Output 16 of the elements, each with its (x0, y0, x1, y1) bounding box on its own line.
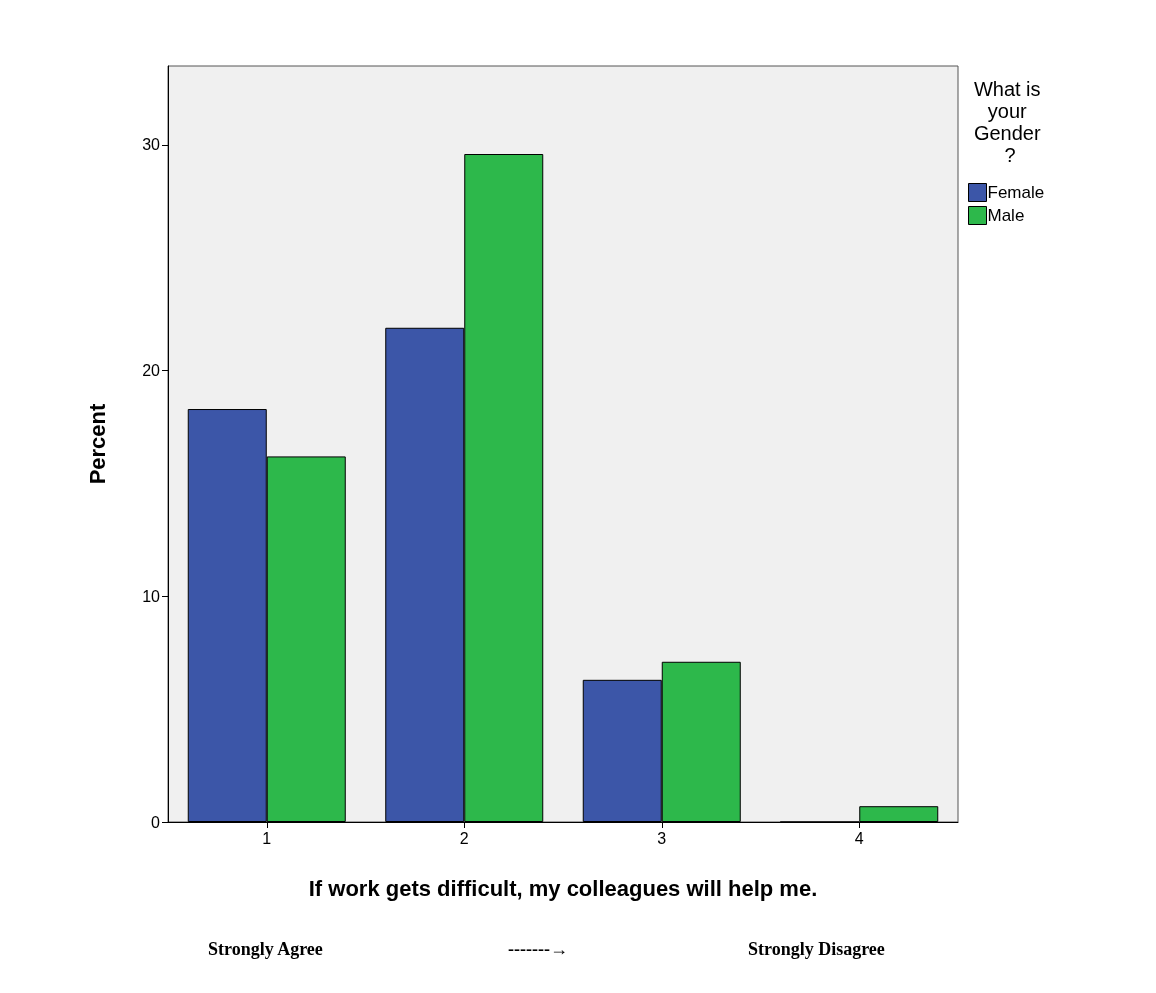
x-axis-title: If work gets difficult, my colleagues will help me. (308, 875, 818, 901)
legend-label: Male (987, 206, 1025, 225)
x-tick-label: 2 (459, 829, 469, 847)
y-tick-label: 10 (142, 587, 161, 605)
text: -------→ (508, 939, 568, 959)
y-tick-label: 0 (151, 813, 161, 831)
text: Strongly Disagree (748, 939, 885, 959)
x-tick-label: 3 (657, 829, 667, 847)
legend-title: What is your Gender ? (973, 78, 1047, 166)
y-tick-label: 30 (142, 136, 161, 154)
x-tick-label: 1 (262, 829, 272, 847)
y-tick-label: 20 (142, 362, 161, 380)
text: Strongly Agree (208, 939, 323, 959)
legend-label: Female (987, 183, 1045, 202)
y-axis-title: Percent (84, 402, 110, 485)
x-tick-label: 4 (854, 829, 864, 847)
